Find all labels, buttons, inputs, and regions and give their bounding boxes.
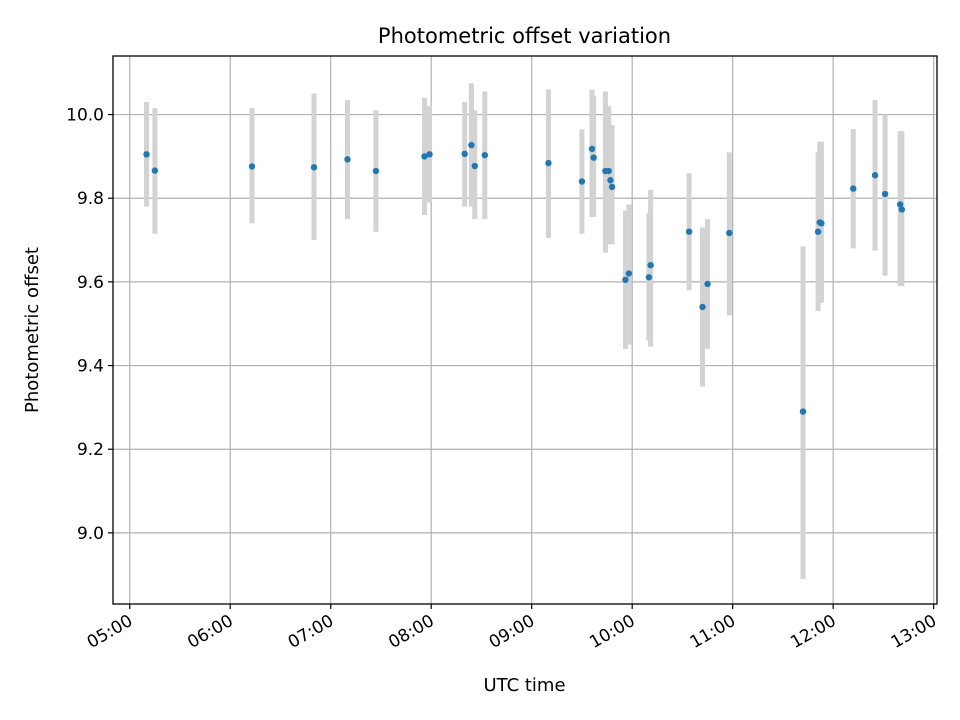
data-point xyxy=(850,185,857,192)
data-point xyxy=(625,270,633,277)
data-point xyxy=(898,206,906,213)
data-point xyxy=(608,183,616,191)
y-tick-label: 9.4 xyxy=(77,357,104,377)
data-point xyxy=(605,167,612,175)
data-point xyxy=(647,261,654,269)
data-point xyxy=(685,228,693,235)
data-point xyxy=(881,190,889,198)
y-axis-ticks: 9.0 9.2 9.4 9.6 9.8 10.0 xyxy=(66,106,113,544)
data-point xyxy=(645,274,653,281)
data-point xyxy=(726,229,733,237)
plot-frame xyxy=(112,55,938,605)
data-point xyxy=(590,154,597,161)
data-point xyxy=(461,150,468,158)
data-point xyxy=(248,163,256,170)
y-tick-label: 9.0 xyxy=(77,524,104,544)
y-tick-label: 9.8 xyxy=(77,189,104,209)
data-points xyxy=(143,141,906,415)
data-point xyxy=(545,159,552,167)
data-point xyxy=(622,276,629,284)
data-point xyxy=(704,280,711,288)
x-axis-label: UTC time xyxy=(483,675,565,696)
data-point xyxy=(372,167,380,175)
data-point xyxy=(818,220,825,227)
chart-title: Photometric offset variation xyxy=(378,24,671,48)
data-point xyxy=(588,145,596,153)
data-point xyxy=(607,177,614,184)
data-point xyxy=(814,228,822,235)
data-point xyxy=(468,141,475,149)
data-point xyxy=(481,151,489,159)
data-point xyxy=(699,303,706,311)
data-point xyxy=(344,156,351,163)
data-point xyxy=(310,164,318,171)
y-tick-label: 9.6 xyxy=(77,273,104,293)
y-tick-label: 9.2 xyxy=(77,440,104,460)
data-point xyxy=(426,151,433,158)
y-axis-label: Photometric offset xyxy=(22,247,43,413)
y-tick-label: 10.0 xyxy=(66,106,104,126)
data-point xyxy=(799,408,807,415)
data-point xyxy=(143,151,150,158)
grid-lines xyxy=(113,56,937,604)
data-point xyxy=(421,153,428,160)
data-point xyxy=(896,201,904,208)
data-point xyxy=(578,178,586,185)
data-point xyxy=(871,172,879,179)
data-point xyxy=(471,162,478,170)
data-point xyxy=(151,167,159,174)
